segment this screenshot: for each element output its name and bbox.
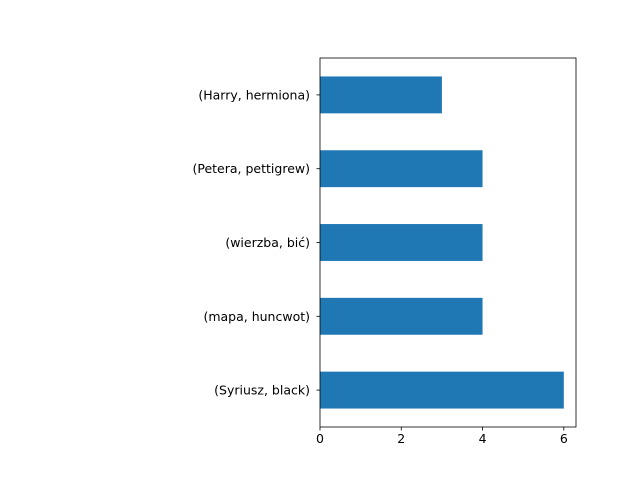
x-tick-label: 2 xyxy=(397,431,405,446)
bar-4 xyxy=(320,76,442,114)
bar-3 xyxy=(320,150,483,188)
ticks-group: (Syriusz, black) (mapa, huncwot) (wierzba,… xyxy=(193,87,568,446)
y-tick-label: (Syriusz, black) xyxy=(214,383,310,398)
x-tick-label: 0 xyxy=(316,431,324,446)
y-tick-label: (wierzba, bić) xyxy=(225,235,310,250)
bar-1 xyxy=(320,297,483,335)
y-tick-label: (mapa, huncwot) xyxy=(203,309,310,324)
y-tick-label: (Petera, pettigrew) xyxy=(193,161,311,176)
bars-group xyxy=(320,76,564,409)
bar-0 xyxy=(320,371,564,409)
x-tick-label: 4 xyxy=(479,431,487,446)
y-tick-label: (Harry, hermiona) xyxy=(198,87,310,102)
x-tick-label: 6 xyxy=(560,431,568,446)
bar-2 xyxy=(320,224,483,261)
